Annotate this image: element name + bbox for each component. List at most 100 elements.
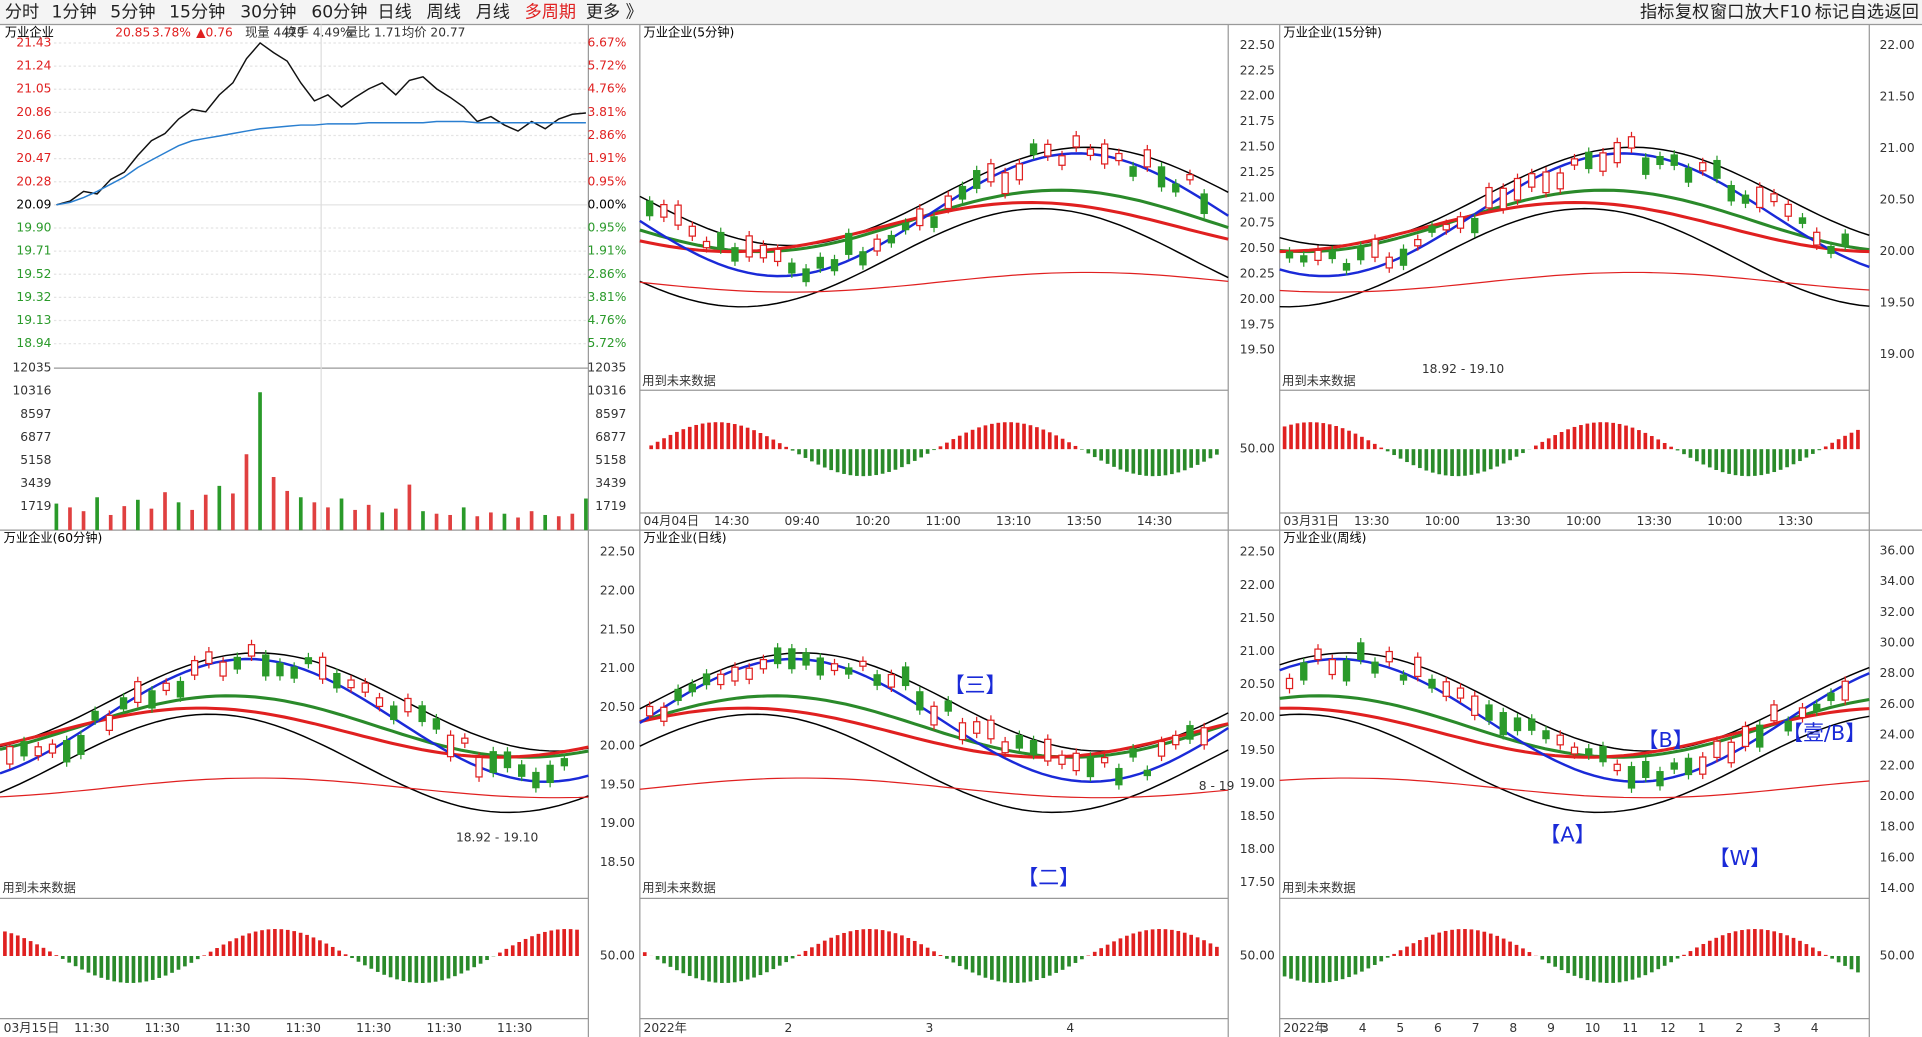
axis-tick: 22.50	[1240, 38, 1275, 52]
candle	[1442, 223, 1450, 231]
candle	[830, 259, 839, 272]
date-label: 2022年	[644, 1021, 687, 1035]
candle	[1328, 250, 1336, 260]
volume-bar	[271, 477, 276, 531]
period-tab[interactable]: 日线	[378, 2, 412, 22]
candle	[731, 666, 739, 682]
axis-tick: 32.00	[1880, 605, 1915, 619]
candle	[1756, 186, 1764, 209]
annotation: 8 - 19	[1199, 779, 1235, 793]
period-tab[interactable]: 更多 》	[586, 2, 643, 22]
period-tab[interactable]: 60分钟	[311, 2, 367, 22]
axis-tick: 20.00	[1240, 710, 1275, 724]
candle	[1499, 712, 1507, 736]
volume-bar	[149, 508, 154, 531]
indicator-line	[1279, 652, 1870, 752]
candle	[830, 663, 839, 672]
candle	[987, 163, 995, 183]
candle	[1399, 674, 1408, 681]
axis-tick: 19.50	[1880, 296, 1915, 310]
period-tab[interactable]: 分时	[5, 2, 39, 22]
indicator-line	[639, 146, 1229, 247]
candle	[162, 682, 170, 692]
axis-tick: 19.00	[600, 816, 635, 830]
axis-tick: 19.00	[1880, 347, 1915, 361]
tool-button[interactable]: 指标	[1640, 2, 1674, 22]
axis-tick: 18.00	[1240, 842, 1275, 856]
price-tick: 20.28	[16, 174, 51, 188]
axis-tick: 50.00	[600, 948, 635, 962]
indicator-line	[1279, 207, 1870, 308]
candle	[1015, 163, 1024, 181]
annotation: 18.92 - 19.10	[456, 831, 538, 845]
price-tick: 19.90	[16, 221, 51, 235]
candle	[1157, 740, 1166, 757]
indicator-line	[0, 713, 589, 814]
candle	[1471, 217, 1479, 234]
tool-button[interactable]: 自选	[1850, 2, 1884, 22]
period-tab[interactable]: 5分钟	[110, 2, 155, 22]
candle	[873, 674, 881, 686]
candle	[745, 667, 753, 680]
volume-bar	[339, 498, 344, 531]
candle	[1456, 687, 1465, 699]
candle	[1727, 185, 1735, 202]
volume-bar	[448, 514, 452, 531]
period-tab[interactable]: 周线	[427, 2, 461, 22]
candle	[773, 248, 782, 263]
candle	[1385, 650, 1393, 663]
indicator-line	[1279, 777, 1870, 799]
indicator-line	[0, 652, 589, 752]
axis-tick: 21.75	[1240, 114, 1275, 128]
indicator-line	[1279, 271, 1870, 293]
candle	[1827, 692, 1835, 702]
candle	[1172, 183, 1180, 193]
date-label: 3	[1321, 1021, 1329, 1035]
candle	[148, 690, 156, 709]
period-tab[interactable]: 月线	[476, 2, 510, 22]
volume-tick: 5158	[595, 453, 626, 467]
candle	[91, 710, 99, 721]
pct-tick: 5.72%	[587, 336, 626, 350]
price-tick: 20.09	[16, 197, 51, 211]
axis-tick: 22.50	[1240, 545, 1275, 559]
axis-tick: 50.00	[1240, 442, 1275, 456]
indicator-line	[639, 207, 1229, 308]
candle	[1072, 135, 1080, 148]
candle	[717, 231, 725, 250]
candle	[1300, 255, 1308, 263]
tool-button[interactable]: 返回	[1885, 2, 1919, 22]
candle	[1314, 249, 1322, 261]
axis-tick: 26.00	[1880, 697, 1915, 711]
date-label: 11:30	[215, 1021, 250, 1035]
candle	[518, 764, 526, 777]
tool-button[interactable]: 标记	[1815, 2, 1849, 22]
axis-tick: 19.00	[1240, 776, 1275, 790]
panel-title: 万业企业(5分钟)	[644, 25, 735, 40]
candle	[1485, 704, 1493, 721]
candle	[1086, 756, 1095, 778]
candle	[845, 667, 853, 675]
quote-field: 3.78%	[152, 26, 191, 40]
tool-button[interactable]: F10	[1780, 2, 1812, 22]
date-label: 11:30	[356, 1021, 391, 1035]
tool-button[interactable]: 复权	[1675, 2, 1709, 22]
tool-button[interactable]: 放大	[1745, 2, 1779, 22]
period-tab[interactable]: 1分钟	[51, 2, 96, 22]
axis-tick: 14.00	[1880, 881, 1915, 895]
candle	[1670, 762, 1678, 770]
volume-bar	[285, 490, 290, 531]
date-label: 7	[1472, 1021, 1480, 1035]
period-tab[interactable]: 30分钟	[240, 2, 296, 22]
period-tab[interactable]: 多周期	[525, 2, 576, 22]
period-tab[interactable]: 15分钟	[169, 2, 225, 22]
candle	[1613, 763, 1621, 772]
date-label: 13:50	[1066, 514, 1101, 528]
candle	[318, 656, 327, 680]
panel-title: 万业企业(15分钟)	[1283, 25, 1382, 40]
candle	[1684, 167, 1693, 183]
candle	[1670, 154, 1678, 166]
tool-button[interactable]: 窗口	[1710, 2, 1744, 22]
candle	[1627, 136, 1636, 149]
date-label: 13:10	[996, 514, 1031, 528]
